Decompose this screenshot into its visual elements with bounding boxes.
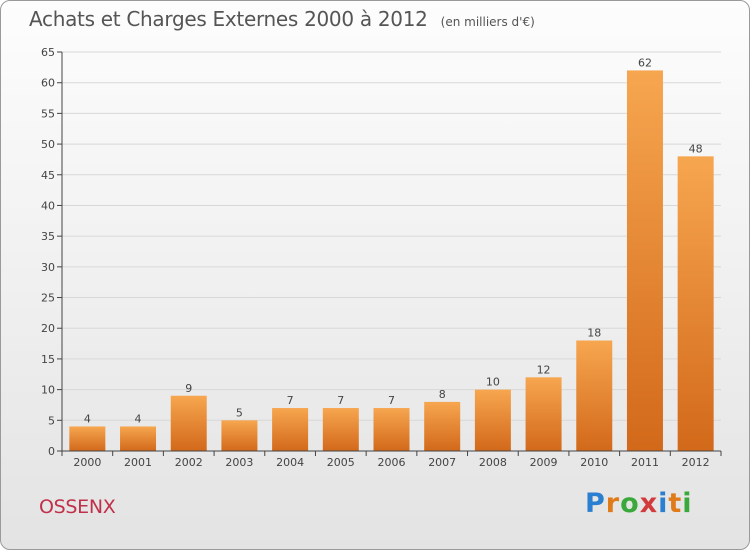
- y-tick-label-65: 65: [41, 46, 55, 59]
- x-tick-label-2011: 2011: [631, 456, 659, 469]
- bar-2003: [221, 420, 258, 451]
- bars: [69, 70, 714, 452]
- data-label-2006: 7: [388, 394, 395, 407]
- y-tick-label-55: 55: [41, 107, 55, 120]
- data-label-2011: 62: [638, 56, 652, 69]
- bar-2000: [69, 426, 106, 451]
- bar-2001: [120, 426, 157, 451]
- bar-2008: [474, 389, 511, 451]
- x-tick-label-2003: 2003: [225, 456, 253, 469]
- x-tick-label-2010: 2010: [580, 456, 608, 469]
- y-tick-label-20: 20: [41, 322, 55, 335]
- data-label-2000: 4: [84, 412, 91, 425]
- logo-letter: o: [620, 488, 640, 519]
- x-tick-label-2008: 2008: [479, 456, 507, 469]
- chart-title: Achats et Charges Externes 2000 à 2012: [29, 7, 428, 31]
- y-tick-label-35: 35: [41, 230, 55, 243]
- y-tick-label-45: 45: [41, 169, 55, 182]
- x-tick-label-2000: 2000: [73, 456, 101, 469]
- logo-letter: r: [605, 488, 621, 519]
- bar-2007: [424, 401, 461, 451]
- bar-2004: [272, 408, 309, 451]
- data-label-2008: 10: [486, 376, 500, 389]
- x-tick-label-2002: 2002: [175, 456, 203, 469]
- axes: [61, 52, 721, 452]
- data-label-2012: 48: [689, 142, 703, 155]
- y-tick-label-30: 30: [41, 261, 55, 274]
- data-label-2003: 5: [236, 406, 243, 419]
- logo-letter: x: [639, 488, 659, 519]
- x-tick-label-2001: 2001: [124, 456, 152, 469]
- x-tick-label-2005: 2005: [327, 456, 355, 469]
- y-axis-ticks: 0 5 10 15 20 25 30 35 40 45 50 55 60 65: [41, 46, 62, 458]
- x-tick-label-2004: 2004: [276, 456, 304, 469]
- y-tick-label-40: 40: [41, 199, 55, 212]
- y-tick-label-10: 10: [41, 384, 55, 397]
- bar-2005: [322, 408, 359, 451]
- data-labels: 4 4 9 5 7 7 7 8 10 12 18 62 48: [84, 56, 703, 425]
- y-tick-label-15: 15: [41, 353, 55, 366]
- y-tick-label-50: 50: [41, 138, 55, 151]
- x-axis-ticks: 2000 2001 2002 2003 2004 2005 2006 2007 2008 2009…: [61, 451, 722, 469]
- bar-2009: [525, 377, 562, 451]
- y-tick-label-5: 5: [48, 414, 55, 427]
- logo-letter: t: [668, 488, 683, 519]
- chart-unit: (en milliers d'€): [440, 15, 535, 29]
- data-label-2002: 9: [185, 382, 192, 395]
- data-label-2005: 7: [337, 394, 344, 407]
- x-tick-label-2007: 2007: [428, 456, 456, 469]
- data-label-2009: 12: [537, 363, 551, 376]
- logo-letter: P: [585, 488, 606, 519]
- bar-2010: [576, 340, 613, 451]
- logo-letter: i: [658, 488, 669, 519]
- data-label-2001: 4: [135, 412, 142, 425]
- logo-letter: i: [682, 488, 693, 519]
- data-label-2007: 8: [439, 388, 446, 401]
- bar-2006: [373, 408, 410, 451]
- commune-name: OSSENX: [39, 496, 116, 518]
- y-tick-label-60: 60: [41, 77, 55, 90]
- gridlines: [62, 51, 721, 421]
- y-tick-label-25: 25: [41, 292, 55, 305]
- data-label-2010: 18: [587, 327, 601, 340]
- chart-title-block: Achats et Charges Externes 2000 à 2012 (…: [29, 7, 535, 31]
- bar-2002: [170, 395, 207, 451]
- data-label-2004: 7: [287, 394, 294, 407]
- bar-2011: [626, 70, 663, 452]
- y-tick-label-0: 0: [48, 445, 55, 458]
- bar-2012: [677, 156, 714, 451]
- x-tick-label-2006: 2006: [378, 456, 406, 469]
- x-tick-label-2009: 2009: [530, 456, 558, 469]
- x-tick-label-2012: 2012: [682, 456, 710, 469]
- proxiti-logo: Proxiti: [585, 488, 693, 519]
